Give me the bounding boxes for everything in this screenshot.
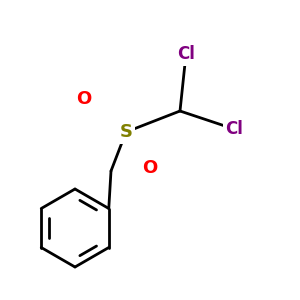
- Text: S: S: [119, 123, 133, 141]
- Text: O: O: [142, 159, 158, 177]
- Text: Cl: Cl: [225, 120, 243, 138]
- Text: Cl: Cl: [177, 45, 195, 63]
- Text: O: O: [76, 90, 92, 108]
